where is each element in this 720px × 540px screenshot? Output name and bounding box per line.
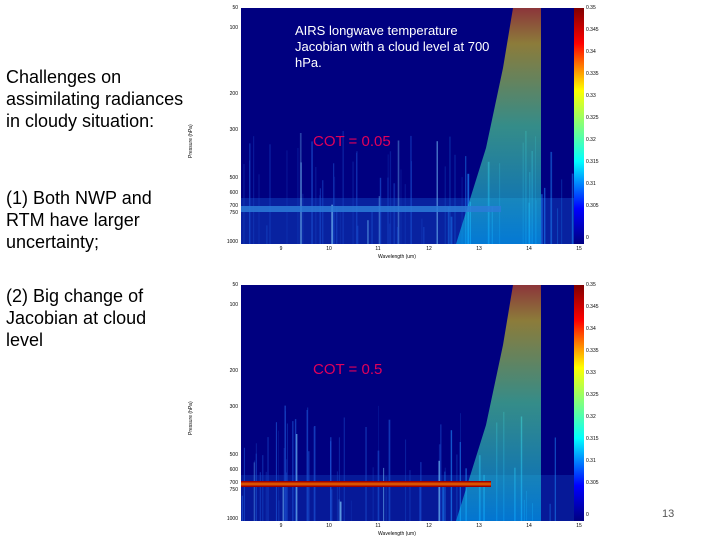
- heatmap-field: [241, 285, 575, 521]
- y-tick-label: 1000: [226, 516, 238, 522]
- x-tick-label: 12: [426, 246, 432, 252]
- colorbar-tick-label: 0.35: [586, 5, 596, 11]
- y-tick-label: 100: [229, 302, 238, 308]
- x-tick-label: 15: [576, 523, 582, 529]
- colorbar-tick-label: 0: [586, 235, 589, 241]
- y-tick-label: 200: [229, 91, 238, 97]
- y-tick-label: 1000: [226, 239, 238, 245]
- y-tick-label: 600: [229, 190, 238, 196]
- cot-annotation-1: COT = 0.05: [313, 133, 391, 150]
- colorbar-tick-label: 0.335: [586, 348, 599, 354]
- x-tick-label: 9: [279, 523, 283, 529]
- x-tick-label: 11: [375, 246, 381, 252]
- y-tick-label: 50: [232, 282, 238, 288]
- x-tick-label: 10: [326, 523, 332, 529]
- y-tick-label: 700: [229, 480, 238, 486]
- colorbar-tick-label: 0.35: [586, 282, 596, 288]
- cot-annotation-2: COT = 0.5: [313, 361, 383, 378]
- page-number: 13: [662, 508, 675, 520]
- point-1-text: (1) Both NWP and RTM have larger uncerta…: [6, 188, 152, 252]
- x-tick-label: 12: [426, 523, 432, 529]
- y-axis-label: Pressure (hPa): [188, 401, 194, 435]
- x-tick-label: 14: [526, 523, 532, 529]
- y-tick-label: 50: [232, 5, 238, 11]
- colorbar-tick-label: 0.335: [586, 71, 599, 77]
- colorbar-tick-label: 0.305: [586, 203, 599, 209]
- cloud-level-band: [241, 206, 501, 212]
- jacobian-plume: [456, 285, 541, 521]
- plot-title: AIRS longwave temperature Jacobian with …: [295, 23, 490, 70]
- x-tick-label: 14: [526, 246, 532, 252]
- x-axis-label: Wavelength (um): [378, 531, 416, 537]
- x-tick-label: 9: [279, 246, 283, 252]
- colorbar-tick-label: 0.345: [586, 27, 599, 33]
- x-axis-label: Wavelength (um): [378, 254, 416, 260]
- colorbar-tick-label: 0.325: [586, 392, 599, 398]
- y-tick-label: 700: [229, 203, 238, 209]
- y-tick-label: 300: [229, 404, 238, 410]
- y-tick-label: 100: [229, 25, 238, 31]
- point-2-text: (2) Big change of Jacobian at cloud leve…: [6, 286, 147, 350]
- jacobian-plot-cot-05: Pressure (hPa) Wavelength (um) 50 100 200 3…: [188, 282, 603, 540]
- colorbar-tick-label: 0.32: [586, 137, 596, 143]
- x-tick-label: 11: [375, 523, 381, 529]
- y-tick-label: 750: [229, 487, 238, 493]
- colorbar-tick-label: 0.33: [586, 370, 596, 376]
- colorbar-tick-label: 0.305: [586, 480, 599, 486]
- y-tick-label: 300: [229, 127, 238, 133]
- colorbar-tick-label: 0.33: [586, 93, 596, 99]
- colorbar-tick-label: 0.34: [586, 49, 596, 55]
- x-tick-label: 10: [326, 246, 332, 252]
- colorbar-tick-label: 0.325: [586, 115, 599, 121]
- y-axis-label: Pressure (hPa): [188, 124, 194, 158]
- colorbar-tick-label: 0.315: [586, 436, 599, 442]
- x-tick-label: 13: [476, 246, 482, 252]
- y-tick-label: 500: [229, 175, 238, 181]
- colorbar: [574, 8, 584, 244]
- y-tick-label: 600: [229, 467, 238, 473]
- y-tick-label: 500: [229, 452, 238, 458]
- colorbar-tick-label: 0.31: [586, 181, 596, 187]
- colorbar-tick-label: 0.32: [586, 414, 596, 420]
- x-tick-label: 15: [576, 246, 582, 252]
- intro-text: Challenges on assimilating radiances in …: [6, 67, 184, 131]
- heatmap-field: [241, 8, 575, 244]
- jacobian-plot-cot-005: Pressure (hPa) Wavelength (um) 50 100 200 3…: [188, 5, 603, 263]
- colorbar: [574, 285, 584, 521]
- colorbar-tick-label: 0.31: [586, 458, 596, 464]
- y-tick-label: 200: [229, 368, 238, 374]
- y-tick-label: 750: [229, 210, 238, 216]
- colorbar-tick-label: 0: [586, 512, 589, 518]
- x-tick-label: 13: [476, 523, 482, 529]
- colorbar-tick-label: 0.315: [586, 159, 599, 165]
- colorbar-tick-label: 0.34: [586, 326, 596, 332]
- colorbar-tick-label: 0.345: [586, 304, 599, 310]
- jacobian-plume: [456, 8, 541, 244]
